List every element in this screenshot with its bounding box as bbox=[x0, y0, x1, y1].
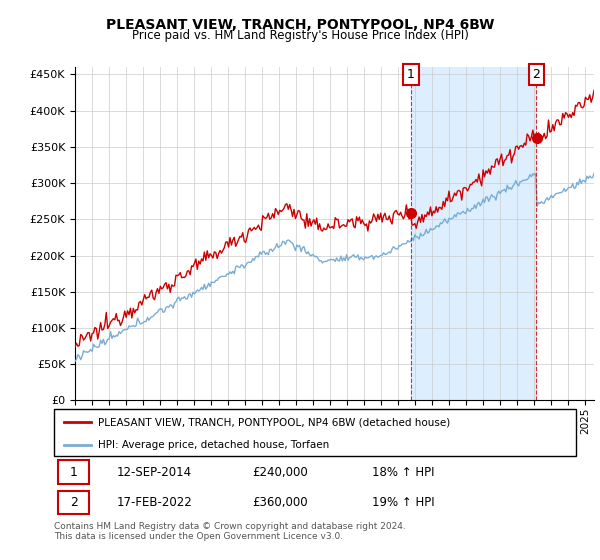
Text: 2: 2 bbox=[533, 68, 541, 81]
FancyBboxPatch shape bbox=[58, 460, 89, 484]
Text: 12-SEP-2014: 12-SEP-2014 bbox=[116, 465, 192, 479]
FancyBboxPatch shape bbox=[58, 491, 89, 515]
Text: Price paid vs. HM Land Registry's House Price Index (HPI): Price paid vs. HM Land Registry's House … bbox=[131, 29, 469, 42]
Text: 1: 1 bbox=[70, 465, 78, 479]
Text: 17-FEB-2022: 17-FEB-2022 bbox=[116, 496, 193, 509]
Text: £360,000: £360,000 bbox=[253, 496, 308, 509]
Text: 2: 2 bbox=[70, 496, 78, 509]
Bar bbox=[411, 67, 536, 400]
FancyBboxPatch shape bbox=[54, 409, 576, 456]
Text: Contains HM Land Registry data © Crown copyright and database right 2024.
This d: Contains HM Land Registry data © Crown c… bbox=[54, 522, 406, 542]
Text: £240,000: £240,000 bbox=[253, 465, 308, 479]
Text: 1: 1 bbox=[407, 68, 415, 81]
Text: 18% ↑ HPI: 18% ↑ HPI bbox=[373, 465, 435, 479]
Text: PLEASANT VIEW, TRANCH, PONTYPOOL, NP4 6BW: PLEASANT VIEW, TRANCH, PONTYPOOL, NP4 6B… bbox=[106, 18, 494, 32]
Text: 19% ↑ HPI: 19% ↑ HPI bbox=[373, 496, 435, 509]
Text: HPI: Average price, detached house, Torfaen: HPI: Average price, detached house, Torf… bbox=[98, 440, 329, 450]
Text: PLEASANT VIEW, TRANCH, PONTYPOOL, NP4 6BW (detached house): PLEASANT VIEW, TRANCH, PONTYPOOL, NP4 6B… bbox=[98, 417, 451, 427]
